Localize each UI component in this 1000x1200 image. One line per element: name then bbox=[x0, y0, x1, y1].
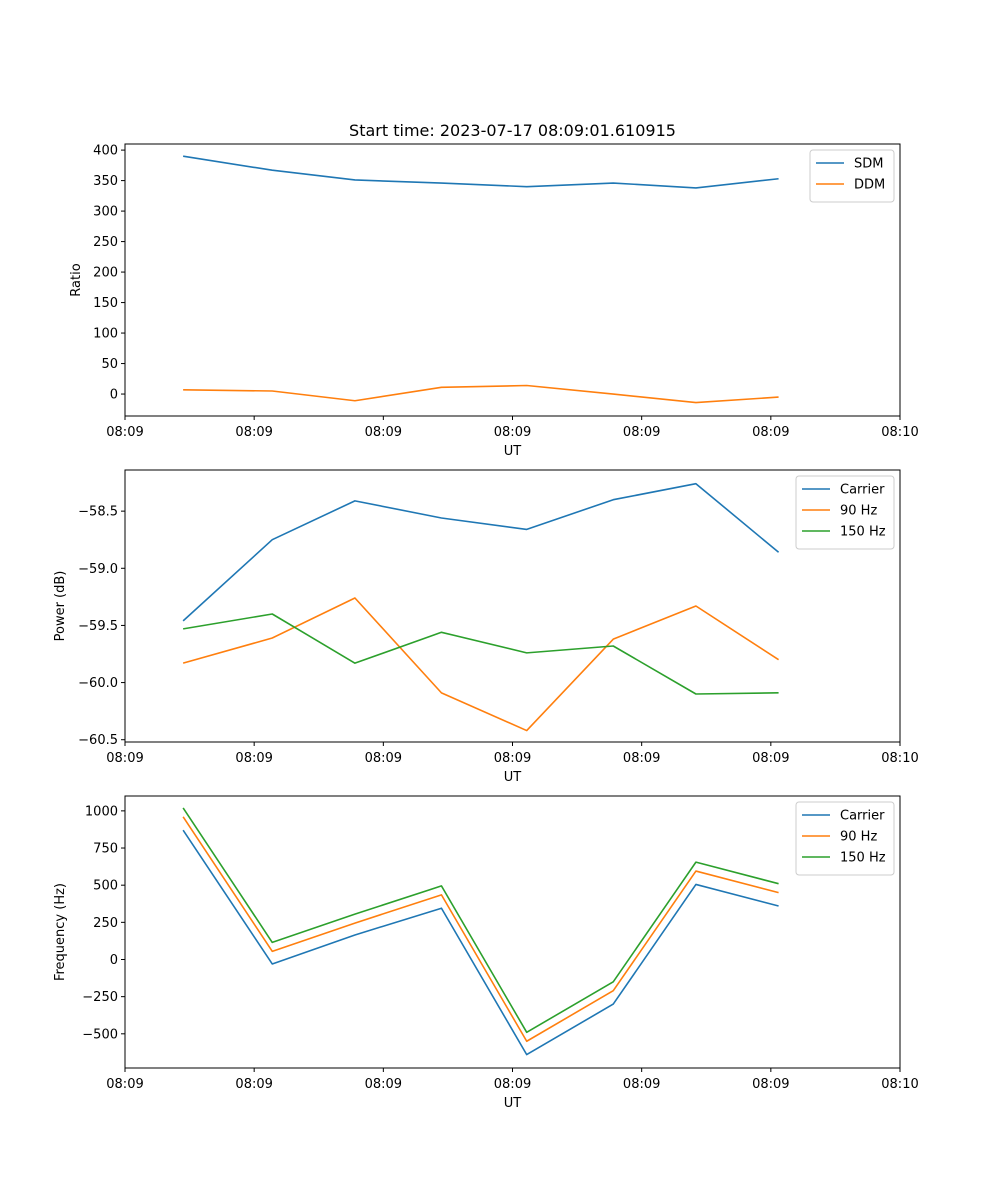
x-tick-label: 08:09 bbox=[494, 425, 531, 440]
series-line-90-hz bbox=[182, 597, 780, 732]
y-tick-label: 200 bbox=[93, 266, 118, 281]
x-tick-label: 08:10 bbox=[881, 1077, 918, 1092]
y-axis-label: Ratio bbox=[69, 263, 84, 296]
x-tick-label: 08:09 bbox=[494, 1077, 531, 1092]
y-tick-label: 500 bbox=[93, 879, 118, 894]
y-tick-label: 0 bbox=[110, 388, 118, 403]
series-line-150-hz bbox=[182, 613, 779, 695]
y-tick-label: −250 bbox=[82, 990, 118, 1005]
legend-label: 90 Hz bbox=[840, 830, 877, 845]
y-tick-label: 400 bbox=[93, 144, 118, 159]
x-tick-label: 08:09 bbox=[752, 751, 789, 766]
y-axis-label: Frequency (Hz) bbox=[53, 883, 68, 981]
axes-frame bbox=[124, 469, 901, 743]
legend-label: DDM bbox=[854, 178, 885, 193]
x-tick-label: 08:09 bbox=[623, 1077, 660, 1092]
plot-1: 08:09 08:09 08:09 08:09 08:09 08:09 08:10 0 50 10… bbox=[69, 143, 919, 459]
legend-label: 90 Hz bbox=[840, 504, 877, 519]
y-tick-label: 750 bbox=[93, 842, 118, 857]
x-tick-label: 08:09 bbox=[235, 1077, 272, 1092]
axes-frame bbox=[124, 143, 901, 417]
y-tick-label: −58.5 bbox=[78, 505, 118, 520]
legend: Carrier 90 Hz 150 Hz bbox=[795, 475, 895, 550]
x-tick-label: 08:09 bbox=[494, 751, 531, 766]
legend-label: 150 Hz bbox=[840, 851, 886, 866]
series-line-carrier bbox=[182, 482, 780, 622]
y-tick-label: 50 bbox=[101, 357, 118, 372]
y-tick-label: 250 bbox=[93, 235, 118, 250]
x-tick-label: 08:09 bbox=[106, 1077, 143, 1092]
legend-label: 150 Hz bbox=[840, 525, 886, 540]
y-tick-label: 350 bbox=[93, 174, 118, 189]
legend: Carrier 90 Hz 150 Hz bbox=[795, 801, 895, 876]
x-tick-label: 08:09 bbox=[235, 425, 272, 440]
series-line-90-hz bbox=[182, 816, 779, 1043]
legend-label: Carrier bbox=[840, 809, 885, 824]
x-tick-label: 08:09 bbox=[106, 425, 143, 440]
figure-title: Start time: 2023-07-17 08:09:01.610915 bbox=[349, 121, 676, 140]
x-tick-label: 08:09 bbox=[752, 1077, 789, 1092]
x-tick-label: 08:09 bbox=[365, 1077, 402, 1092]
x-tick-label: 08:10 bbox=[881, 751, 918, 766]
y-tick-label: −60.5 bbox=[78, 733, 118, 748]
y-tick-label: 150 bbox=[93, 296, 118, 311]
y-tick-label: 0 bbox=[110, 953, 118, 968]
y-tick-label: −500 bbox=[82, 1027, 118, 1042]
axes-frame bbox=[124, 795, 901, 1069]
x-axis-label: UT bbox=[504, 1096, 522, 1111]
x-tick-label: 08:09 bbox=[752, 425, 789, 440]
plots-container: 08:09 08:09 08:09 08:09 08:09 08:09 08:10 0 50 10… bbox=[53, 143, 919, 1111]
y-tick-label: 250 bbox=[93, 916, 118, 931]
y-tick-label: 300 bbox=[93, 205, 118, 220]
legend-label: SDM bbox=[854, 157, 883, 172]
y-tick-label: −60.0 bbox=[78, 676, 118, 691]
plot-2: 08:09 08:09 08:09 08:09 08:09 08:09 08:10 −60.5… bbox=[53, 469, 919, 785]
x-axis-label: UT bbox=[504, 444, 522, 459]
x-tick-label: 08:09 bbox=[106, 751, 143, 766]
y-axis-label: Power (dB) bbox=[53, 571, 68, 642]
plot-3: 08:09 08:09 08:09 08:09 08:09 08:09 08:10 −500 −… bbox=[53, 795, 919, 1111]
y-tick-label: 1000 bbox=[85, 804, 118, 819]
x-tick-label: 08:10 bbox=[881, 425, 918, 440]
series-line-150-hz bbox=[182, 807, 779, 1034]
x-tick-label: 08:09 bbox=[623, 425, 660, 440]
series-line-sdm bbox=[183, 155, 779, 189]
y-tick-label: −59.0 bbox=[78, 562, 118, 577]
x-axis-label: UT bbox=[504, 770, 522, 785]
legend-label: Carrier bbox=[840, 483, 885, 498]
x-tick-label: 08:09 bbox=[235, 751, 272, 766]
x-tick-label: 08:09 bbox=[365, 751, 402, 766]
x-tick-label: 08:09 bbox=[365, 425, 402, 440]
legend: SDM DDM bbox=[809, 149, 895, 203]
series-line-carrier bbox=[182, 829, 779, 1056]
x-tick-label: 08:09 bbox=[623, 751, 660, 766]
y-tick-label: 100 bbox=[93, 327, 118, 342]
series-line-ddm bbox=[183, 384, 779, 404]
y-tick-label: −59.5 bbox=[78, 619, 118, 634]
